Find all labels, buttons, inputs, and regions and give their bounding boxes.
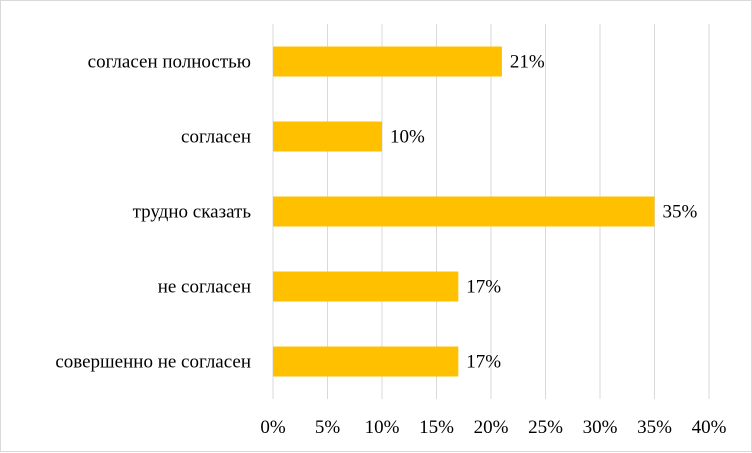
category-label: совершенно не согласен: [55, 352, 251, 373]
bar: [273, 121, 382, 152]
category-labels: согласен полностью согласен трудно сказать…: [55, 52, 251, 373]
x-tick-label: 10%: [365, 417, 400, 438]
bar: [273, 196, 655, 227]
x-tick-label: 15%: [419, 417, 454, 438]
data-label: 35%: [663, 202, 698, 223]
bar: [273, 346, 459, 377]
x-tick-label: 30%: [583, 417, 618, 438]
x-tick-label: 5%: [315, 417, 341, 438]
data-label: 17%: [466, 352, 501, 373]
category-label: не согласен: [158, 277, 251, 298]
bar: [273, 271, 459, 302]
category-label: согласен полностью: [88, 52, 251, 73]
data-label: 10%: [390, 127, 425, 148]
x-tick-label: 20%: [474, 417, 509, 438]
x-tick-label: 25%: [528, 417, 563, 438]
bars: [273, 46, 655, 377]
x-axis-ticks: 0% 5% 10% 15% 20% 25% 30% 35% 40%: [260, 417, 726, 438]
bar: [273, 46, 502, 77]
x-tick-label: 0%: [260, 417, 286, 438]
category-label: согласен: [181, 127, 251, 148]
category-label: трудно сказать: [133, 202, 252, 223]
x-tick-label: 40%: [692, 417, 727, 438]
data-label: 21%: [510, 52, 545, 73]
x-tick-label: 35%: [637, 417, 672, 438]
data-labels: 21% 10% 35% 17% 17%: [390, 52, 698, 373]
data-label: 17%: [466, 277, 501, 298]
